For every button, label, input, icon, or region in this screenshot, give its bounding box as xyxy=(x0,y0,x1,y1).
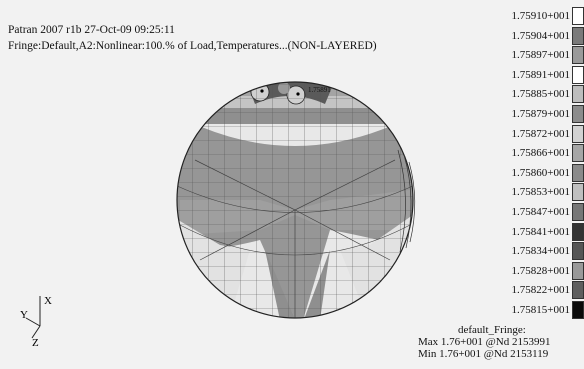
legend-swatch xyxy=(572,261,584,280)
legend-swatch xyxy=(572,242,584,261)
legend-row: 1.75866+001 xyxy=(474,143,584,163)
legend-row: 1.75904+001 xyxy=(474,26,584,46)
legend-value: 1.75885+001 xyxy=(511,88,570,101)
legend-row: 1.75885+001 xyxy=(474,84,584,104)
disk-outline xyxy=(176,81,414,319)
legend-value: 1.75853+001 xyxy=(511,186,570,199)
legend-row: 1.75897+001 xyxy=(474,45,584,65)
legend-swatch xyxy=(572,85,584,104)
fringe-summary-title: default_Fringe: xyxy=(458,324,526,336)
legend-row: 1.75860+001 xyxy=(474,163,584,183)
legend-value: 1.75834+001 xyxy=(511,245,570,258)
fringe-model[interactable]: 1.75891 xyxy=(0,0,470,369)
legend-swatch xyxy=(572,163,584,182)
disk-fringe xyxy=(177,82,413,318)
legend-swatch xyxy=(572,124,584,143)
legend-value: 1.75822+001 xyxy=(511,284,570,297)
fringe-summary: default_Fringe: Max 1.76+001 @Nd 2153991… xyxy=(418,324,550,360)
legend-value: 1.75879+001 xyxy=(511,108,570,120)
legend-row: 1.75828+001 xyxy=(474,261,584,281)
legend-swatch xyxy=(572,26,584,45)
fringe-legend: 1.75910+001 1.75904+001 1.75897+001 1.75891… xyxy=(474,6,584,324)
legend-value: 1.75847+001 xyxy=(511,206,570,218)
legend-value: 1.75841+001 xyxy=(511,225,570,238)
legend-swatch xyxy=(572,203,584,221)
legend-value: 1.75815+001 xyxy=(511,304,570,316)
triad-y-label: Y xyxy=(20,309,28,321)
legend-row: 1.75847+001 xyxy=(474,202,584,222)
fringe-description: Fringe:Default,A2:Nonlinear:100.% of Loa… xyxy=(8,40,377,52)
session-info: Patran 2007 r1b 27-Oct-09 09:25:11 xyxy=(8,24,175,36)
legend-value: 1.75866+001 xyxy=(511,147,570,160)
legend-swatch xyxy=(572,144,584,163)
legend-row: 1.75910+001 xyxy=(474,6,584,26)
node-marker-label: 1.75891 xyxy=(308,86,331,94)
legend-swatch xyxy=(572,183,584,202)
legend-value: 1.75910+001 xyxy=(511,10,570,22)
legend-row: 1.75822+001 xyxy=(474,280,584,300)
legend-row: 1.75841+001 xyxy=(474,222,584,242)
axis-triad: X Y Z xyxy=(20,295,52,348)
legend-row: 1.75853+001 xyxy=(474,182,584,202)
triad-x-label: X xyxy=(44,295,52,307)
legend-row: 1.75872+001 xyxy=(474,124,584,144)
legend-value: 1.75904+001 xyxy=(511,29,570,42)
legend-value: 1.75828+001 xyxy=(511,264,570,277)
fringe-min: Min 1.76+001 @Nd 2153119 xyxy=(418,348,549,360)
legend-value: 1.75872+001 xyxy=(511,127,570,140)
legend-swatch xyxy=(572,65,584,84)
legend-swatch xyxy=(572,222,584,241)
legend-row: 1.75879+001 xyxy=(474,104,584,124)
legend-row: 1.75891+001 xyxy=(474,65,584,85)
legend-swatch xyxy=(572,7,584,25)
legend-value: 1.75860+001 xyxy=(511,166,570,179)
legend-value: 1.75897+001 xyxy=(511,49,570,62)
legend-value: 1.75891+001 xyxy=(511,68,570,81)
fringe-max: Max 1.76+001 @Nd 2153991 xyxy=(418,336,551,348)
legend-swatch xyxy=(572,105,584,123)
legend-swatch xyxy=(572,46,584,65)
legend-swatch xyxy=(572,301,584,319)
legend-swatch xyxy=(572,281,584,300)
triad-z-label: Z xyxy=(32,337,39,348)
legend-row: 1.75815+001 xyxy=(474,300,584,320)
legend-row: 1.75834+001 xyxy=(474,241,584,261)
